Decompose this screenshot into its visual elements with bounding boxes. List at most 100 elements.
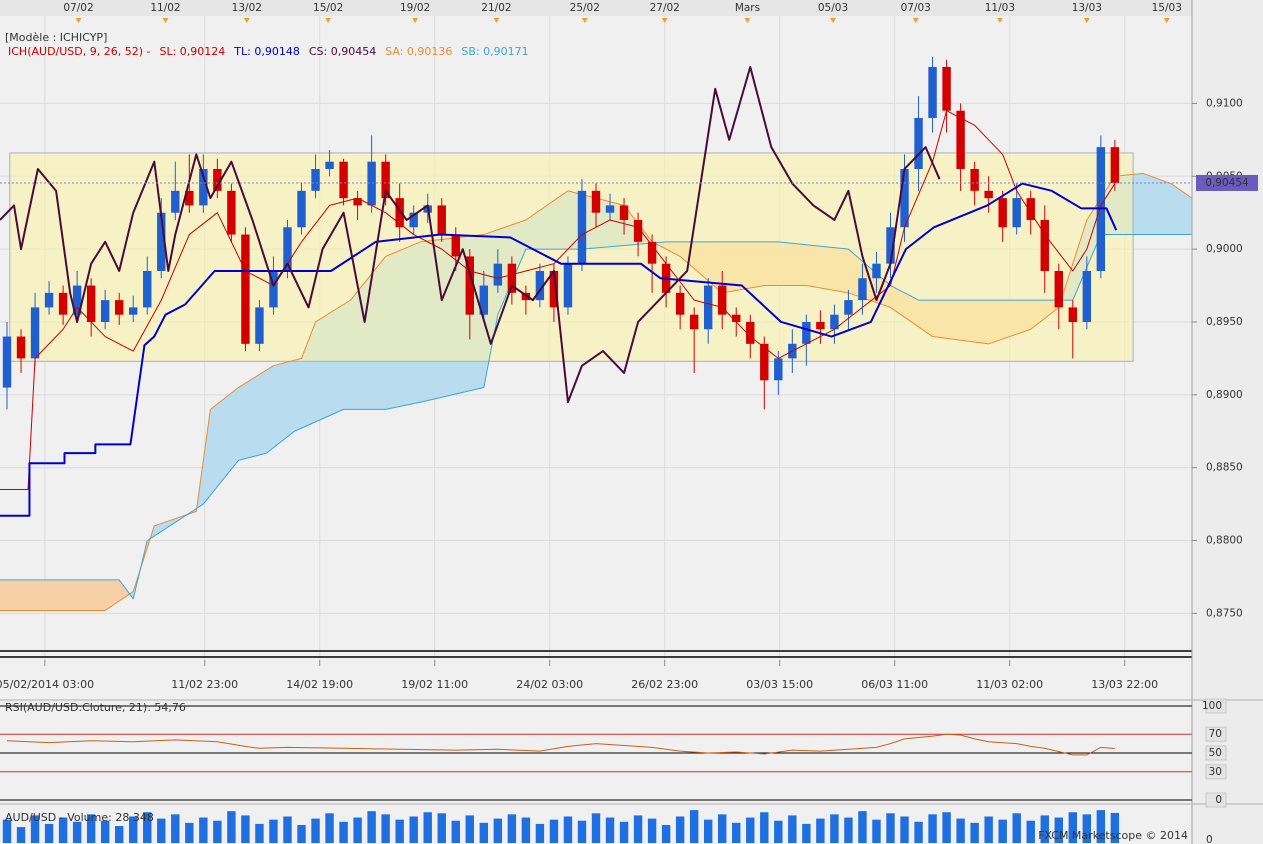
candle-body bbox=[114, 300, 124, 315]
y-tick-label: 0,9000 bbox=[1206, 243, 1243, 255]
volume-bar bbox=[675, 816, 685, 843]
candle-body bbox=[507, 263, 517, 293]
candle-body bbox=[802, 321, 811, 344]
volume-bar bbox=[998, 819, 1007, 843]
volume-bar bbox=[970, 822, 979, 843]
volume-bar bbox=[858, 811, 867, 843]
candle-body bbox=[886, 227, 895, 264]
top-tick-marker bbox=[1083, 18, 1090, 23]
top-tick-marker bbox=[1163, 18, 1170, 23]
volume-bar bbox=[900, 816, 909, 843]
y-tick-label: 0,8800 bbox=[1206, 535, 1243, 547]
top-tick-label: 13/03 bbox=[1072, 2, 1102, 14]
rsi-tick-box bbox=[1205, 792, 1227, 808]
volume-bar bbox=[732, 822, 741, 843]
top-tick-marker bbox=[493, 18, 500, 23]
volume-bar bbox=[353, 817, 362, 843]
volume-bar bbox=[872, 819, 881, 843]
volume-bar bbox=[2, 819, 12, 843]
y-tick-label: 0,8900 bbox=[1206, 389, 1243, 401]
top-tick-label: 21/02 bbox=[481, 2, 511, 14]
volume-bar bbox=[255, 823, 264, 843]
legend-title: ICH(AUD/USD, 9, 26, 52) - bbox=[8, 45, 151, 58]
candle-body bbox=[465, 256, 474, 315]
volume-bar bbox=[746, 817, 755, 843]
volume-bar bbox=[199, 817, 208, 843]
rsi-panel: 100 70 50 30 0 RSI(AUD/USD:Cloture, 21): 54,7… bbox=[0, 698, 1227, 808]
candle-body bbox=[689, 314, 699, 330]
candle-body bbox=[241, 234, 250, 344]
top-tick-label: 27/02 bbox=[650, 2, 680, 14]
candle-body bbox=[2, 336, 12, 388]
volume-bar bbox=[339, 821, 348, 843]
candle-body bbox=[998, 198, 1007, 228]
candle-body bbox=[86, 285, 96, 322]
top-tick-marker bbox=[996, 18, 1003, 23]
volume-bar bbox=[465, 815, 474, 843]
candle-body bbox=[171, 190, 180, 213]
rsi-tick-label: 50 bbox=[1209, 747, 1222, 759]
candle-body bbox=[311, 168, 320, 191]
candle-body bbox=[493, 263, 503, 286]
volume-bar bbox=[1054, 817, 1063, 843]
top-tick-marker bbox=[243, 18, 250, 23]
volume-bar bbox=[647, 818, 657, 843]
volume-bar bbox=[114, 826, 124, 843]
top-tick-label: 19/02 bbox=[400, 2, 430, 14]
volume-bar bbox=[956, 818, 965, 843]
volume-bar bbox=[577, 820, 587, 843]
candle-body bbox=[297, 190, 306, 228]
candle-body bbox=[30, 307, 40, 359]
volume-bar bbox=[591, 813, 601, 843]
volume-bar bbox=[563, 816, 573, 843]
volume-bar bbox=[942, 812, 951, 843]
credit: FXCM Marketscope © 2014 bbox=[1038, 829, 1188, 842]
candle-body bbox=[956, 110, 965, 169]
volume-bar bbox=[367, 811, 376, 843]
rsi-line bbox=[6, 733, 1115, 756]
top-tick-label: 11/02 bbox=[150, 2, 180, 14]
candle-body bbox=[1026, 198, 1035, 220]
top-tick-label: 15/02 bbox=[313, 2, 343, 14]
range-box bbox=[9, 152, 1134, 362]
model-label: [Modèle : ICHICYP] bbox=[5, 31, 107, 44]
top-tick-label: 07/03 bbox=[901, 2, 931, 14]
x-tick-label: 24/02 03:00 bbox=[516, 678, 583, 691]
last-price-box bbox=[1196, 174, 1258, 191]
top-tick-marker bbox=[162, 18, 169, 23]
candle-body bbox=[381, 161, 390, 199]
volume-tick-label: 0 bbox=[1206, 834, 1213, 844]
volume-bar bbox=[129, 816, 138, 843]
volume-bar bbox=[718, 814, 727, 843]
candle-body bbox=[900, 168, 909, 228]
volume-bar bbox=[479, 822, 489, 843]
candle-body bbox=[451, 234, 460, 257]
volume-bar bbox=[325, 813, 334, 843]
last-price-label: 0,90454 bbox=[1205, 177, 1249, 189]
indicator-line bbox=[0, 182, 1118, 517]
volume-bar bbox=[381, 814, 390, 843]
candle-body bbox=[1110, 147, 1120, 183]
candle-body bbox=[409, 212, 418, 228]
volume-bar bbox=[72, 821, 82, 843]
candle-body bbox=[984, 190, 993, 199]
top-tick-marker bbox=[581, 18, 588, 23]
top-tick-marker bbox=[912, 18, 919, 23]
legend: ICH(AUD/USD, 9, 26, 52) - SL: 0,90124 TL: … bbox=[8, 45, 529, 58]
x-tick-label: 03/03 15:00 bbox=[746, 678, 813, 691]
y-tick-label: 0,9100 bbox=[1206, 97, 1243, 109]
volume-panel: 0 AUD/USD - Volume: 28 348 bbox=[2, 810, 1213, 844]
y-tick-label: 0,8850 bbox=[1206, 462, 1243, 474]
candle-body bbox=[1082, 270, 1092, 322]
top-tick-marker bbox=[829, 18, 836, 23]
x-tick-label: 06/03 11:00 bbox=[861, 678, 928, 691]
volume-bar bbox=[886, 813, 895, 843]
top-tick-marker bbox=[661, 18, 668, 23]
candle-body bbox=[58, 292, 68, 315]
volume-bar bbox=[1026, 820, 1035, 843]
candle-body bbox=[718, 285, 727, 315]
candle-body bbox=[16, 336, 26, 359]
volume-bar bbox=[311, 818, 320, 843]
